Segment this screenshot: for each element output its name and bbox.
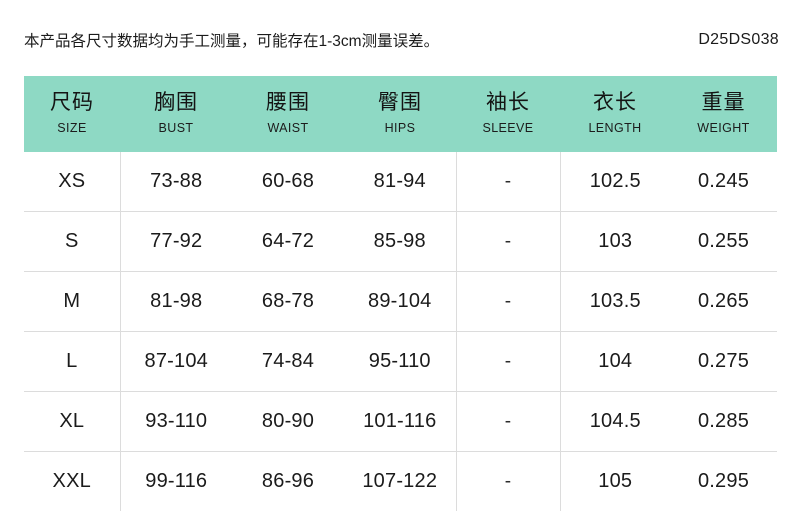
cell-size: XS xyxy=(24,152,120,212)
cell-size: M xyxy=(24,271,120,332)
header-label-cn-bust: 胸围 xyxy=(154,90,198,114)
header-label-en-bust: BUST xyxy=(158,120,194,135)
cell-size: L xyxy=(24,331,120,392)
cell-length: 102.5 xyxy=(559,152,670,212)
header-label-cn-waist: 腰围 xyxy=(266,90,310,114)
cell-sleeve: - xyxy=(455,451,560,511)
header-cell-size: 尺码 SIZE xyxy=(24,76,120,152)
cell-size: S xyxy=(24,211,120,272)
cell-hips: 81-94 xyxy=(344,152,456,212)
cell-hips: 101-116 xyxy=(344,391,456,452)
cell-sleeve: - xyxy=(455,331,560,392)
header-label-cn-weight: 重量 xyxy=(701,90,746,114)
table-row: XXL 99-116 86-96 107-122 - 105 0.295 xyxy=(24,451,777,511)
header-label-cn-size: 尺码 xyxy=(50,90,94,114)
size-table-body: XS 73-88 60-68 81-94 - 102.5 0.245 S 77-… xyxy=(24,152,777,511)
cell-weight: 0.295 xyxy=(697,470,750,492)
cell-sleeve: - xyxy=(455,271,560,332)
cell-waist: 68-78 xyxy=(232,271,344,332)
cell-sleeve: - xyxy=(455,211,560,272)
cell-bust: 77-92 xyxy=(119,211,232,272)
cell-length: 103 xyxy=(559,211,670,272)
cell-hips: 89-104 xyxy=(344,271,456,332)
cell-waist: 60-68 xyxy=(232,152,344,212)
cell-size: XL xyxy=(24,391,120,452)
cell-bust: 87-104 xyxy=(119,331,232,392)
cell-length: 104.5 xyxy=(559,391,670,452)
cell-bust: 93-110 xyxy=(119,391,232,452)
header-cell-waist: 腰围 WAIST xyxy=(232,76,344,152)
cell-bust: 81-98 xyxy=(119,271,232,332)
header-cell-length: 衣长 LENGTH xyxy=(560,76,670,152)
header-label-en-hips: HIPS xyxy=(384,120,416,135)
header-label-en-length: LENGTH xyxy=(588,120,642,135)
table-row: S 77-92 64-72 85-98 - 103 0.255 xyxy=(24,211,777,272)
cell-bust: 73-88 xyxy=(119,152,232,212)
table-row: M 81-98 68-78 89-104 - 103.5 0.265 xyxy=(24,271,777,332)
cell-bust: 99-116 xyxy=(119,451,232,511)
cell-sleeve: - xyxy=(455,152,560,212)
cell-waist: 80-90 xyxy=(232,391,344,452)
header-label-cn-hips: 臀围 xyxy=(378,90,422,114)
cell-waist: 74-84 xyxy=(232,331,344,392)
cell-weight: 0.275 xyxy=(670,331,777,392)
product-code: D25DS038 xyxy=(698,31,779,48)
header-label-en-sleeve: SLEEVE xyxy=(482,120,534,135)
cell-length: 104 xyxy=(559,331,670,392)
size-table-head: 尺码 SIZE 胸围 BUST 腰围 WAIST 臀围 HIPS 袖长 SL xyxy=(24,76,777,152)
header-label-cn-sleeve: 袖长 xyxy=(486,90,530,114)
cell-hips: 107-122 xyxy=(362,470,438,492)
cell-hips: 95-110 xyxy=(344,331,456,392)
cell-weight: 0.285 xyxy=(670,391,777,452)
header-row: 尺码 SIZE 胸围 BUST 腰围 WAIST 臀围 HIPS 袖长 SL xyxy=(24,76,777,152)
cell-length: 103.5 xyxy=(559,271,670,332)
cell-size: XXL xyxy=(52,470,91,492)
header-cell-weight: 重量 WEIGHT xyxy=(670,76,777,152)
cell-weight: 0.265 xyxy=(670,271,777,332)
measurement-note-row: 本产品各尺寸数据均为手工测量，可能存在1-3cm测量误差。 D25DS038 xyxy=(0,24,801,56)
table-row: L 87-104 74-84 95-110 - 104 0.275 xyxy=(24,331,777,392)
cell-sleeve: - xyxy=(455,391,560,452)
header-cell-sleeve: 袖长 SLEEVE xyxy=(456,76,560,152)
cell-weight: 0.245 xyxy=(670,152,777,212)
cell-waist: 64-72 xyxy=(232,211,344,272)
table-row: XL 93-110 80-90 101-116 - 104.5 0.285 xyxy=(24,391,777,452)
size-table: 尺码 SIZE 胸围 BUST 腰围 WAIST 臀围 HIPS 袖长 SL xyxy=(24,76,777,511)
table-row: XS 73-88 60-68 81-94 - 102.5 0.245 xyxy=(24,152,777,212)
header-label-cn-length: 衣长 xyxy=(593,90,637,114)
header-label-en-waist: WAIST xyxy=(267,120,309,135)
header-label-en-weight: WEIGHT xyxy=(697,120,750,135)
cell-weight: 0.255 xyxy=(670,211,777,272)
cell-hips: 85-98 xyxy=(344,211,456,272)
cell-waist: 86-96 xyxy=(261,470,315,492)
header-cell-hips: 臀围 HIPS xyxy=(344,76,456,152)
header-cell-bust: 胸围 BUST xyxy=(120,76,232,152)
header-label-en-size: SIZE xyxy=(57,120,87,135)
measurement-note: 本产品各尺寸数据均为手工测量，可能存在1-3cm测量误差。 xyxy=(24,33,440,50)
cell-length: 105 xyxy=(559,451,670,511)
